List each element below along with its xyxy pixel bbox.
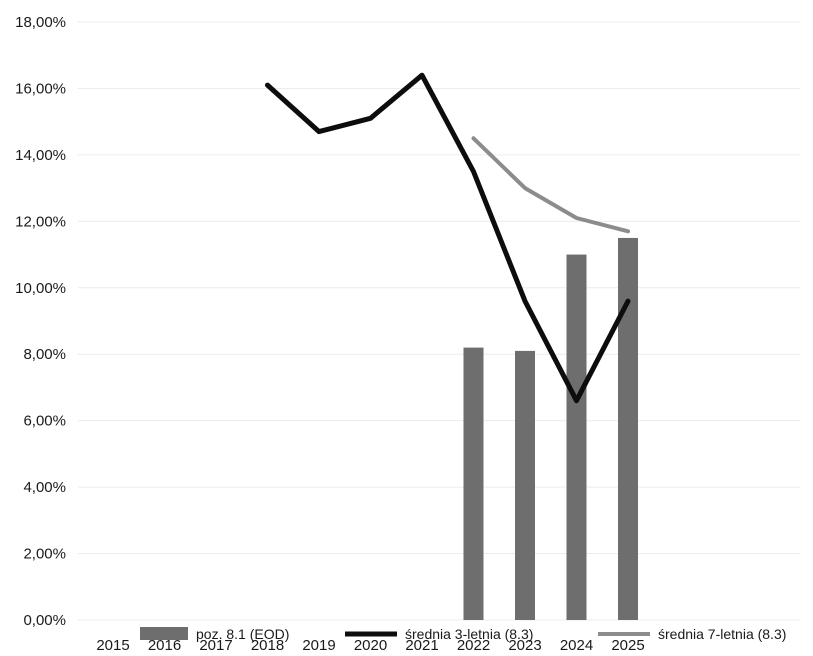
- bar: [463, 347, 484, 620]
- y-tick-label: 8,00%: [23, 346, 66, 363]
- y-tick-label: 10,00%: [15, 280, 66, 297]
- x-tick-label: 2020: [354, 637, 387, 654]
- legend: poz. 8.1 (EOD) średnia 3-letnia (8.3) śred…: [140, 626, 786, 642]
- line-point: [267, 84, 268, 86]
- x-tick-label: 2025: [611, 637, 644, 654]
- y-tick-label: 12,00%: [15, 213, 66, 230]
- y-tick-label: 2,00%: [23, 546, 66, 563]
- line-point: [318, 131, 320, 133]
- legend-swatch: [140, 627, 188, 640]
- line-point: [627, 300, 629, 302]
- bar-series: [463, 237, 638, 621]
- x-tick-label: 2023: [508, 637, 541, 654]
- bar: [618, 237, 638, 620]
- line-point: [370, 117, 371, 119]
- grid-lines: [78, 21, 800, 621]
- y-axis-ticks: 0,00% 2,00% 4,00% 6,00% 8,00% 10,00% 12,00% 14,…: [15, 14, 66, 629]
- x-tick-label: 2015: [96, 637, 129, 654]
- y-tick-label: 16,00%: [15, 80, 66, 97]
- y-tick-label: 6,00%: [23, 413, 66, 430]
- y-tick-label: 14,00%: [15, 147, 66, 164]
- line-point: [576, 217, 577, 219]
- bar: [515, 350, 535, 620]
- y-tick-label: 18,00%: [15, 14, 66, 31]
- legend-item: poz. 8.1 (EOD): [140, 626, 289, 642]
- x-tick-label: 2016: [148, 637, 181, 654]
- line-point: [473, 137, 474, 139]
- x-tick-label: 2021: [405, 637, 438, 654]
- line-point: [421, 74, 423, 76]
- legend-label: średnia 3-letnia (8.3): [405, 626, 533, 642]
- legend-item: średnia 3-letnia (8.3): [345, 626, 533, 642]
- line-point: [627, 230, 629, 232]
- legend-label: poz. 8.1 (EOD): [196, 626, 289, 642]
- legend-label: średnia 7-letnia (8.3): [658, 626, 786, 642]
- line-point: [576, 400, 577, 402]
- x-axis-ticks: 2015 2016 2017 2018 2019 2020 2021 2022 2023 2024…: [96, 637, 644, 654]
- x-tick-label: 2022: [457, 637, 490, 654]
- line-series: [265, 72, 631, 404]
- x-tick-label: 2019: [302, 637, 335, 654]
- legend-item: średnia 7-letnia (8.3): [598, 626, 786, 642]
- series-line: [265, 72, 631, 404]
- x-tick-label: 2024: [560, 637, 593, 654]
- y-tick-label: 0,00%: [23, 612, 66, 629]
- series-line: [471, 136, 630, 234]
- y-tick-label: 4,00%: [23, 479, 66, 496]
- line-point: [524, 187, 526, 189]
- x-tick-label: 2017: [199, 637, 232, 654]
- bar: [566, 254, 587, 621]
- x-tick-label: 2018: [251, 637, 284, 654]
- line-point: [524, 300, 526, 302]
- line-point: [473, 171, 474, 172]
